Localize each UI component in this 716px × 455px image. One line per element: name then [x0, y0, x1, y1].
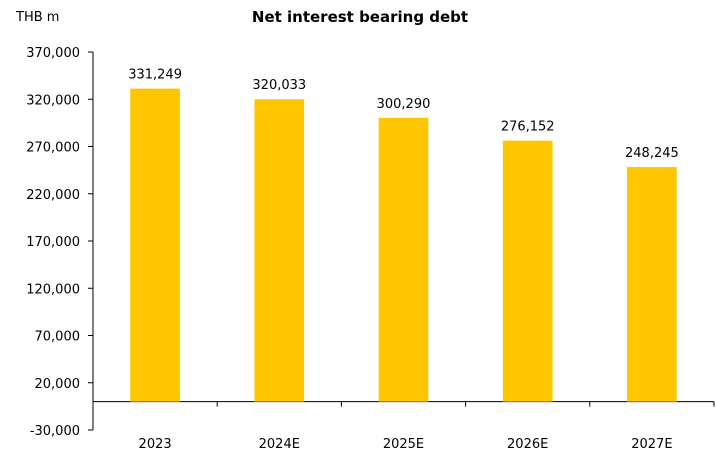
bar	[627, 167, 677, 402]
x-category-label: 2024E	[259, 437, 300, 452]
y-axis-unit-label: THB m	[16, 10, 60, 25]
bar	[254, 99, 305, 402]
x-category-label: 2025E	[383, 437, 424, 452]
y-tick-label: 220,000	[26, 188, 80, 203]
y-tick-label: 270,000	[26, 141, 80, 156]
bar	[378, 117, 429, 402]
y-tick-label: 370,000	[26, 46, 80, 61]
x-category-label: 2026E	[507, 437, 548, 452]
bar	[502, 140, 553, 402]
x-category-label: 2027E	[631, 437, 672, 452]
y-tick-label: 70,000	[35, 330, 81, 345]
y-tick-label: 170,000	[26, 235, 80, 250]
y-tick-label: 20,000	[35, 377, 81, 392]
bar-data-label: 276,152	[501, 120, 555, 135]
bar-data-label: 320,033	[252, 78, 306, 93]
y-tick-label: 120,000	[26, 282, 80, 297]
bar-data-label: 300,290	[377, 97, 431, 112]
x-category-label: 2023	[139, 437, 172, 452]
bar	[130, 88, 180, 402]
chart-title: Net interest bearing debt	[251, 8, 469, 26]
bar-data-label: 248,245	[625, 146, 679, 161]
bar-data-label: 331,249	[128, 68, 182, 83]
y-tick-label: 320,000	[26, 93, 80, 108]
y-tick-label: -30,000	[30, 424, 80, 439]
